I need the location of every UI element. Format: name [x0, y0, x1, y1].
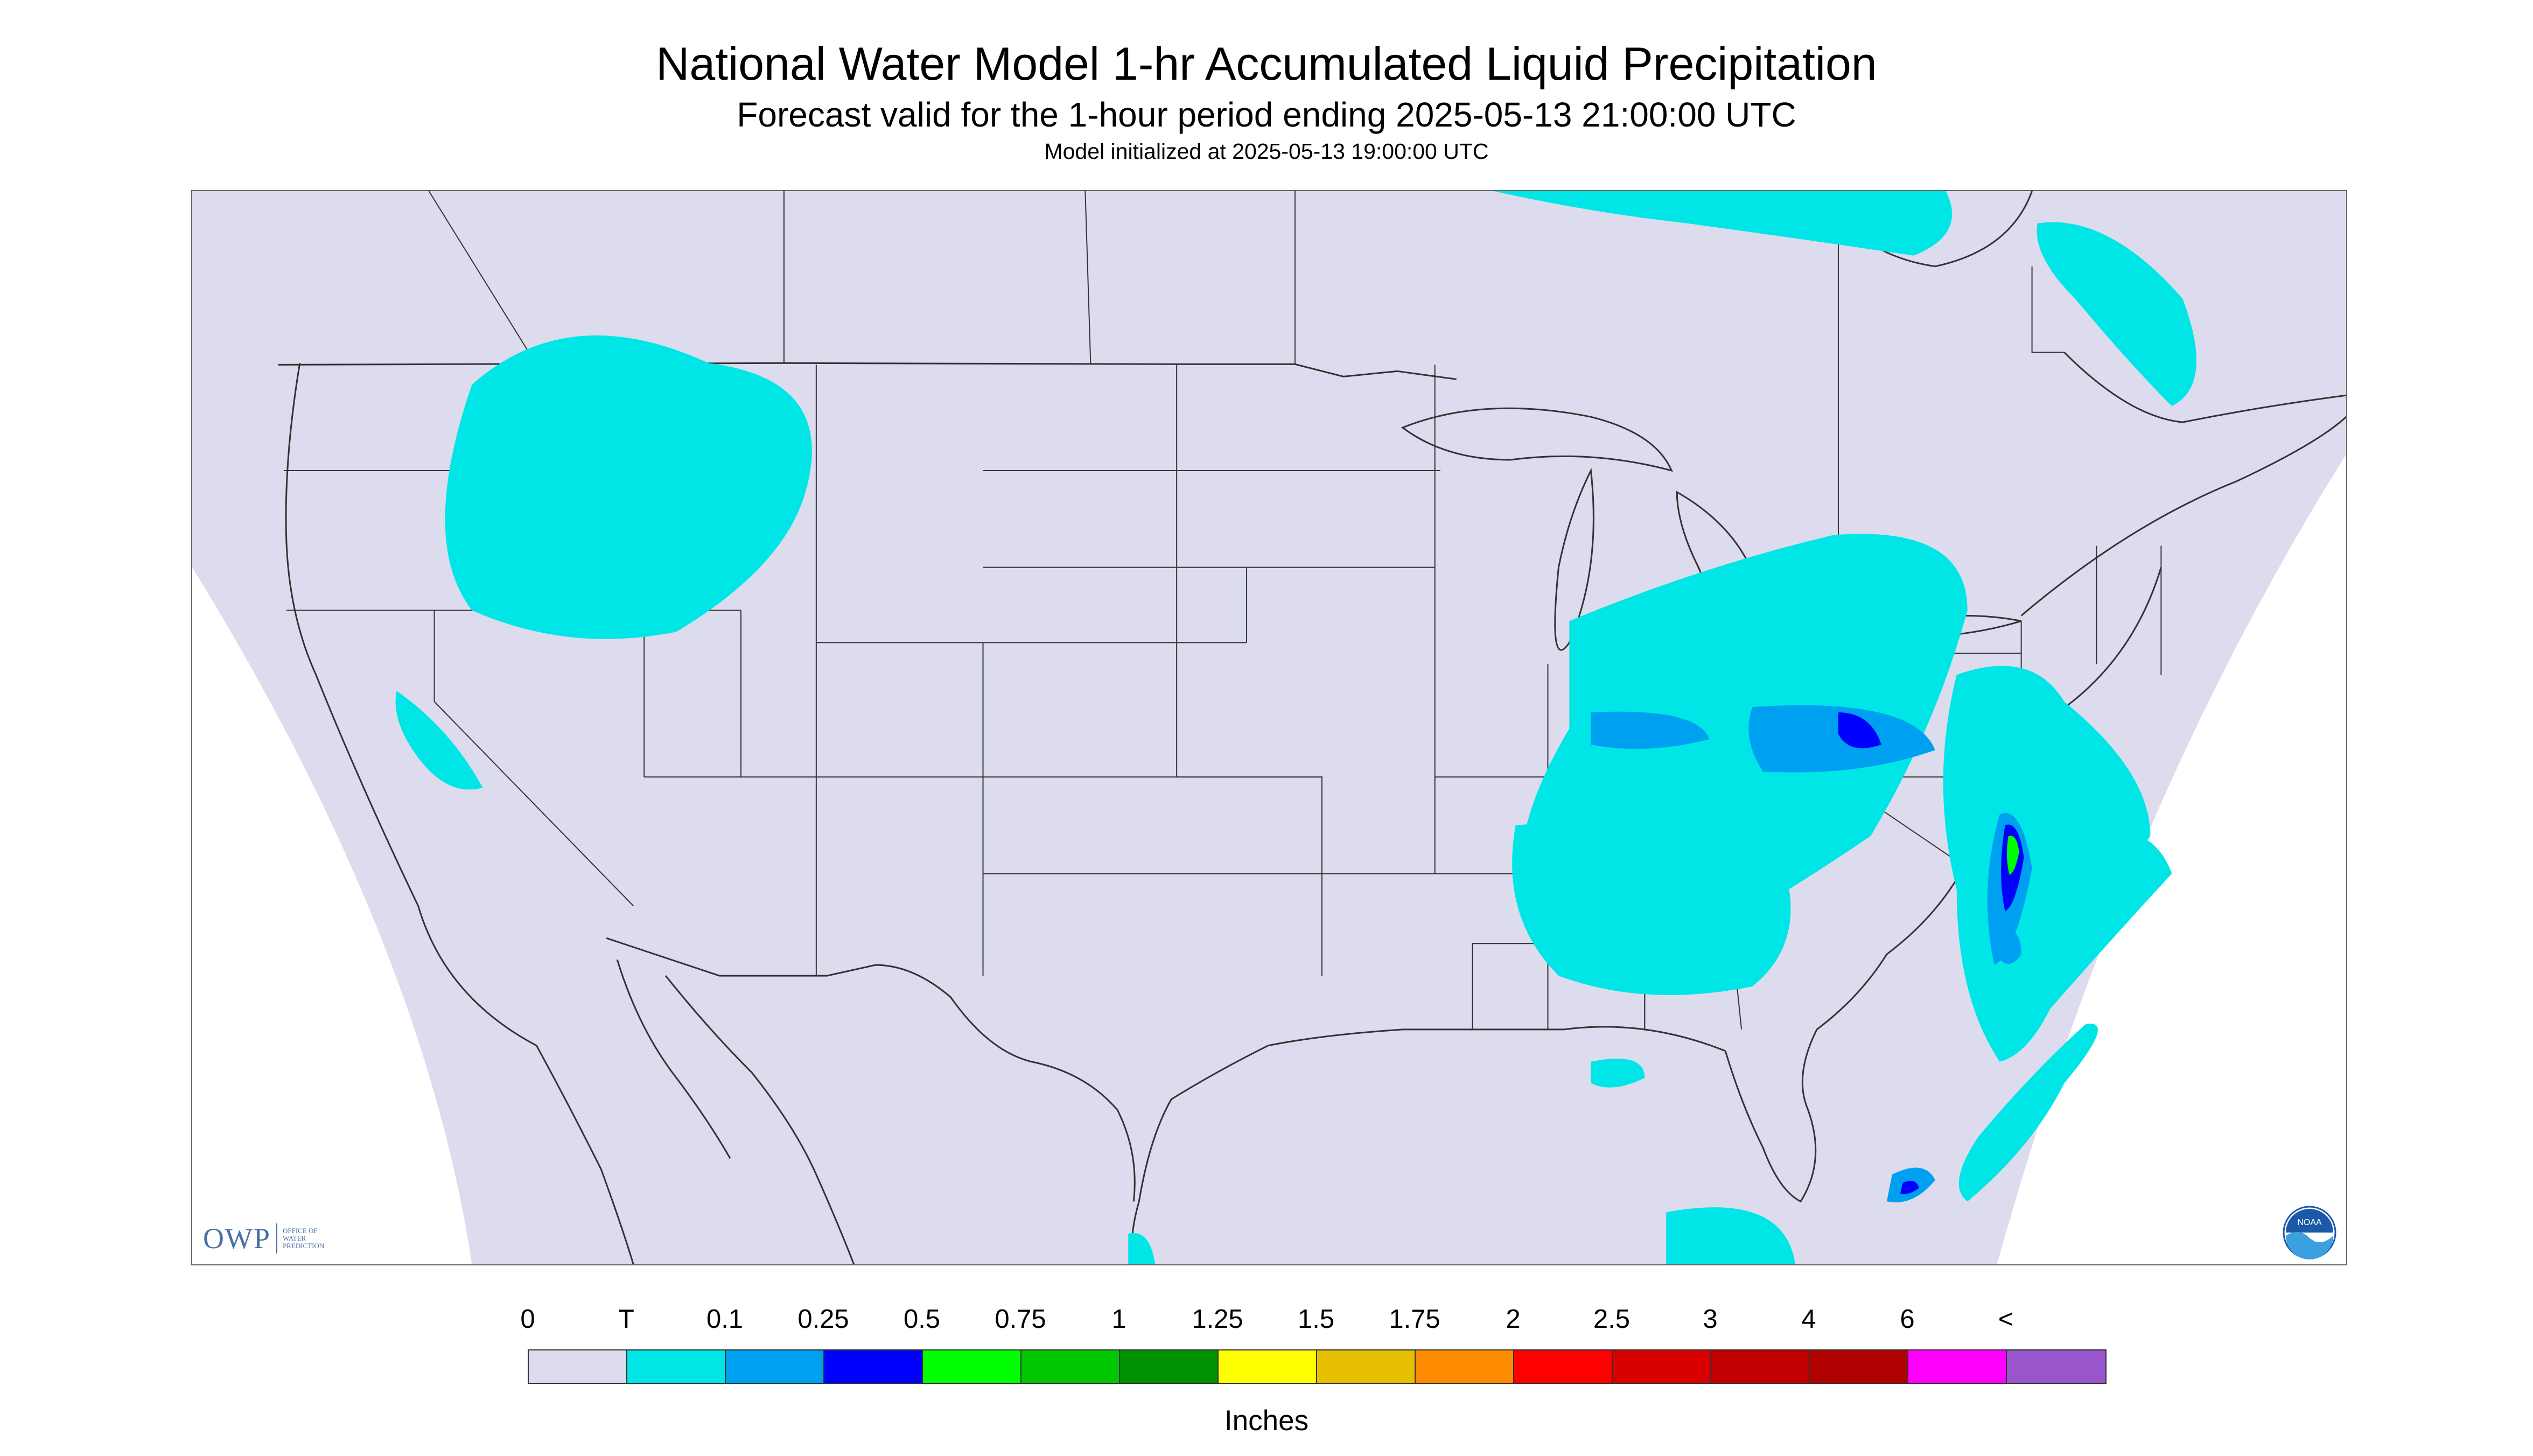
precip-area-nw: [445, 335, 812, 639]
legend-colorbar: [528, 1349, 2107, 1384]
legend-tick-label: 1: [1111, 1305, 1126, 1334]
state-line: [433, 610, 634, 907]
legend-tick-label: 4: [1801, 1305, 1816, 1334]
us-mexico-border: [606, 937, 1136, 1202]
precip-area-southeast: [1512, 823, 1791, 996]
legend-swatch: [1711, 1350, 1810, 1383]
precip-heavy: [1591, 705, 2032, 1202]
legend-tick-label: T: [618, 1305, 634, 1334]
legend-swatch: [1613, 1350, 1711, 1383]
precip-area-atlantic: [2023, 830, 2172, 1030]
pacific-coast: [285, 363, 634, 1264]
legend-swatch: [1317, 1350, 1416, 1383]
legend-swatch: [2007, 1350, 2105, 1383]
legend-tick-label: 2: [1506, 1305, 1521, 1334]
legend-swatch: [1908, 1350, 2007, 1383]
precipitation-legend: 0 T 0.1 0.25 0.5 0.75 1 1.25 1.5 1.75 2 2.5 3 4 6 < Inc…: [0, 1292, 2533, 1454]
lake-michigan: [1554, 467, 1594, 651]
legend-tick-label: 0.75: [995, 1305, 1046, 1334]
owp-logo-divider: [276, 1223, 277, 1254]
st-lawrence: [2020, 416, 2346, 617]
province-line: [2031, 266, 2065, 353]
legend-swatch: [1021, 1350, 1120, 1383]
legend-tick-label: 1.5: [1297, 1305, 1335, 1334]
precip-area-nevada: [395, 691, 483, 790]
legend-tick-label: 6: [1900, 1305, 1915, 1334]
lake-superior: [1401, 407, 1673, 472]
precip-area-canada-north: [1494, 191, 1953, 256]
province-line: [428, 191, 537, 365]
owp-logo: OWP OFFICE OF WATER PREDICTION: [203, 1222, 331, 1255]
legend-swatch: [824, 1350, 923, 1383]
precip-core: [1999, 932, 2021, 964]
noaa-logo-icon: NOAA: [2283, 1206, 2336, 1259]
legend-tick-label: 1.25: [1192, 1305, 1243, 1334]
precip-area-gulf-south: [1666, 1207, 1796, 1264]
legend-tick-label: 0: [520, 1305, 535, 1334]
legend-units: Inches: [1224, 1405, 1309, 1437]
legend-swatch: [1514, 1350, 1613, 1383]
map-title: National Water Model 1-hr Accumulated Li…: [656, 38, 1877, 90]
gulf-coast: [1131, 1026, 1726, 1264]
legend-swatch: [726, 1350, 824, 1383]
map-subtitle: Forecast valid for the 1-hour period end…: [737, 95, 1796, 134]
noaa-logo-text: NOAA: [2297, 1218, 2322, 1227]
precip-core: [1900, 1180, 1919, 1194]
precipitation-map: OWP OFFICE OF WATER PREDICTION NOAA: [191, 190, 2347, 1265]
legend-swatch: [627, 1350, 726, 1383]
canada-east-coast: [2063, 352, 2346, 423]
legend-swatch: [923, 1350, 1021, 1383]
legend-tick-label: 3: [1703, 1305, 1718, 1334]
legend-tick-label: 0.5: [903, 1305, 941, 1334]
precip-core: [1838, 712, 1881, 748]
legend-tick-label: 0.25: [797, 1305, 849, 1334]
province-line: [1084, 191, 1091, 363]
precip-core: [2007, 835, 2019, 875]
owp-logo-text: OWP: [203, 1222, 271, 1255]
precip-core: [1591, 711, 1710, 749]
legend-tick-label: 1.75: [1389, 1305, 1440, 1334]
legend-tick-label: 0.1: [706, 1305, 744, 1334]
legend-swatch: [1219, 1350, 1317, 1383]
owp-logo-subtitle: OFFICE OF WATER PREDICTION: [283, 1227, 325, 1250]
model-init-text: Model initialized at 2025-05-13 19:00:00…: [1044, 139, 1489, 164]
precip-area-bottom-left: [1128, 1233, 1156, 1264]
legend-tick-label: 2.5: [1593, 1305, 1631, 1334]
baja-california: [616, 959, 731, 1159]
legend-swatch: [1416, 1350, 1514, 1383]
state-line: [1177, 776, 1323, 976]
legend-swatch: [529, 1350, 627, 1383]
legend-tick-label: <: [1998, 1305, 2014, 1334]
precip-area-florida-east: [1958, 1024, 2098, 1202]
precip-area-gulf: [1591, 1059, 1645, 1088]
precip-trace: [395, 191, 2196, 1264]
gulf-of-california: [664, 975, 855, 1264]
legend-swatch: [1120, 1350, 1219, 1383]
precip-area-hudson-east: [2037, 222, 2196, 407]
legend-swatch: [1810, 1350, 1908, 1383]
